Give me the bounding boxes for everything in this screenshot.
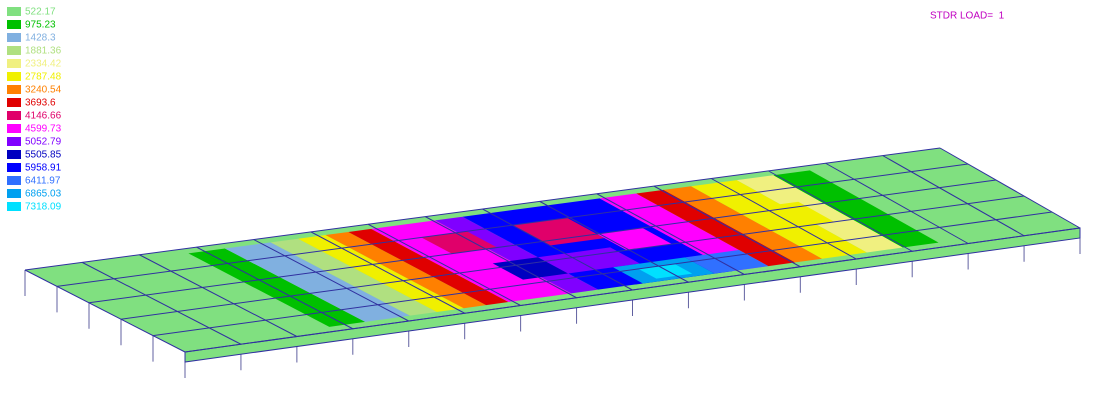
legend-swatch (7, 20, 21, 29)
legend-label: 5052.79 (25, 137, 62, 148)
legend-swatch (7, 176, 21, 185)
legend-swatch (7, 98, 21, 107)
fem-viewport: 522.17 975.23 1428.3 1881.36 2334.42 2787.48 3… (0, 0, 1108, 412)
legend-label: 6411.97 (25, 176, 61, 187)
legend-swatch (7, 85, 21, 94)
legend-swatch (7, 163, 21, 172)
legend-label: 3240.54 (25, 85, 62, 96)
legend-swatch (7, 189, 21, 198)
legend-label: 4146.66 (25, 111, 62, 122)
legend-swatch (7, 202, 21, 211)
legend-swatch (7, 33, 21, 42)
legend-label: 522.17 (25, 7, 56, 18)
legend-swatch (7, 46, 21, 55)
legend-label: 975.23 (25, 20, 56, 31)
legend-swatch (7, 111, 21, 120)
legend-swatch (7, 137, 21, 146)
legend-label: 2787.48 (25, 72, 62, 83)
legend-swatch (7, 7, 21, 16)
legend-swatch (7, 59, 21, 68)
legend-label: 5958.91 (25, 163, 62, 174)
legend: 522.17 975.23 1428.3 1881.36 2334.42 2787.48 3… (7, 7, 62, 213)
legend-swatch (7, 124, 21, 133)
legend-swatch (7, 72, 21, 81)
legend-label: 7318.09 (25, 202, 62, 213)
contour-plate (25, 148, 1080, 378)
legend-label: 1881.36 (25, 46, 62, 57)
legend-label: 1428.3 (25, 33, 56, 44)
legend-swatch (7, 150, 21, 159)
legend-label: 3693.6 (25, 98, 56, 109)
legend-label: 5505.85 (25, 150, 62, 161)
legend-label: 2334.42 (25, 59, 62, 70)
load-case-title: STDR LOAD= 1 (930, 11, 1005, 22)
legend-label: 4599.73 (25, 124, 62, 135)
legend-label: 6865.03 (25, 189, 62, 200)
